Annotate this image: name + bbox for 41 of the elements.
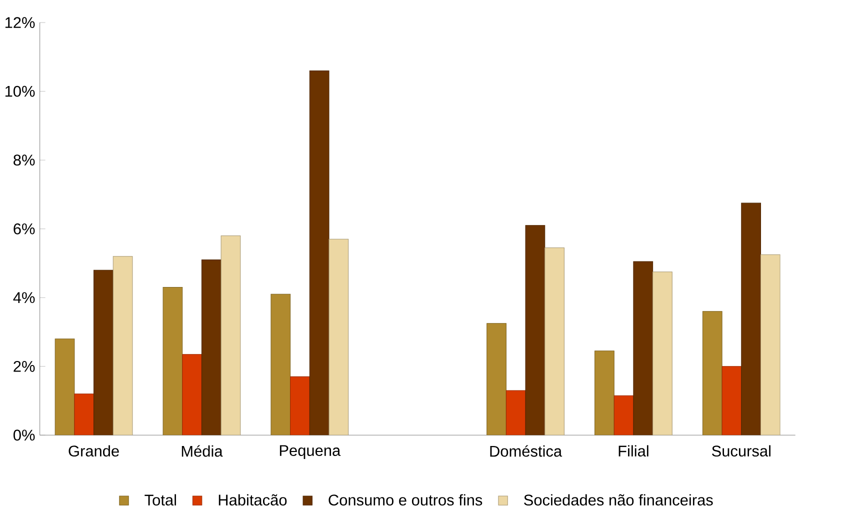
y-tick-label: 12%	[5, 17, 35, 28]
bar	[506, 390, 526, 436]
bar	[594, 350, 614, 436]
y-tick-label: 8%	[14, 154, 35, 166]
bar	[760, 254, 780, 436]
bar	[290, 376, 310, 436]
bar	[614, 395, 634, 436]
y-tick-label: 4%	[13, 292, 35, 303]
bar	[702, 311, 722, 436]
bar	[741, 202, 761, 436]
bar	[112, 256, 133, 436]
x-tick-label: Média	[182, 445, 223, 457]
x-tick-label: Grande	[68, 445, 119, 456]
bar	[94, 270, 114, 436]
bar	[652, 271, 672, 436]
bar	[722, 366, 742, 436]
legend-label: Habitacão	[218, 494, 287, 506]
bar	[270, 294, 291, 436]
bar	[201, 259, 222, 436]
bar	[633, 261, 654, 436]
x-tick-label: Filial	[618, 445, 648, 456]
bar	[74, 394, 94, 436]
bar	[525, 225, 546, 436]
bar	[544, 247, 564, 436]
y-tick-label: 10%	[5, 86, 35, 97]
bar	[328, 238, 349, 436]
y-tick-label: 0%	[14, 430, 35, 441]
x-tick-label: Pequena	[280, 445, 341, 459]
bar	[182, 354, 202, 436]
bar	[162, 286, 183, 436]
legend-label: Sociedades não financeiras	[524, 494, 713, 506]
bar	[220, 235, 241, 436]
x-tick-label: Sucursal	[712, 445, 770, 456]
legend-label: Total	[144, 494, 176, 506]
y-tick-label: 2%	[14, 360, 35, 372]
bar	[54, 338, 75, 436]
bar	[309, 70, 330, 436]
bar	[486, 323, 506, 436]
y-tick-label: 6%	[14, 223, 35, 234]
x-tick-label: Doméstica	[490, 445, 562, 457]
legend-label: Consumo e outros fins	[328, 494, 482, 506]
